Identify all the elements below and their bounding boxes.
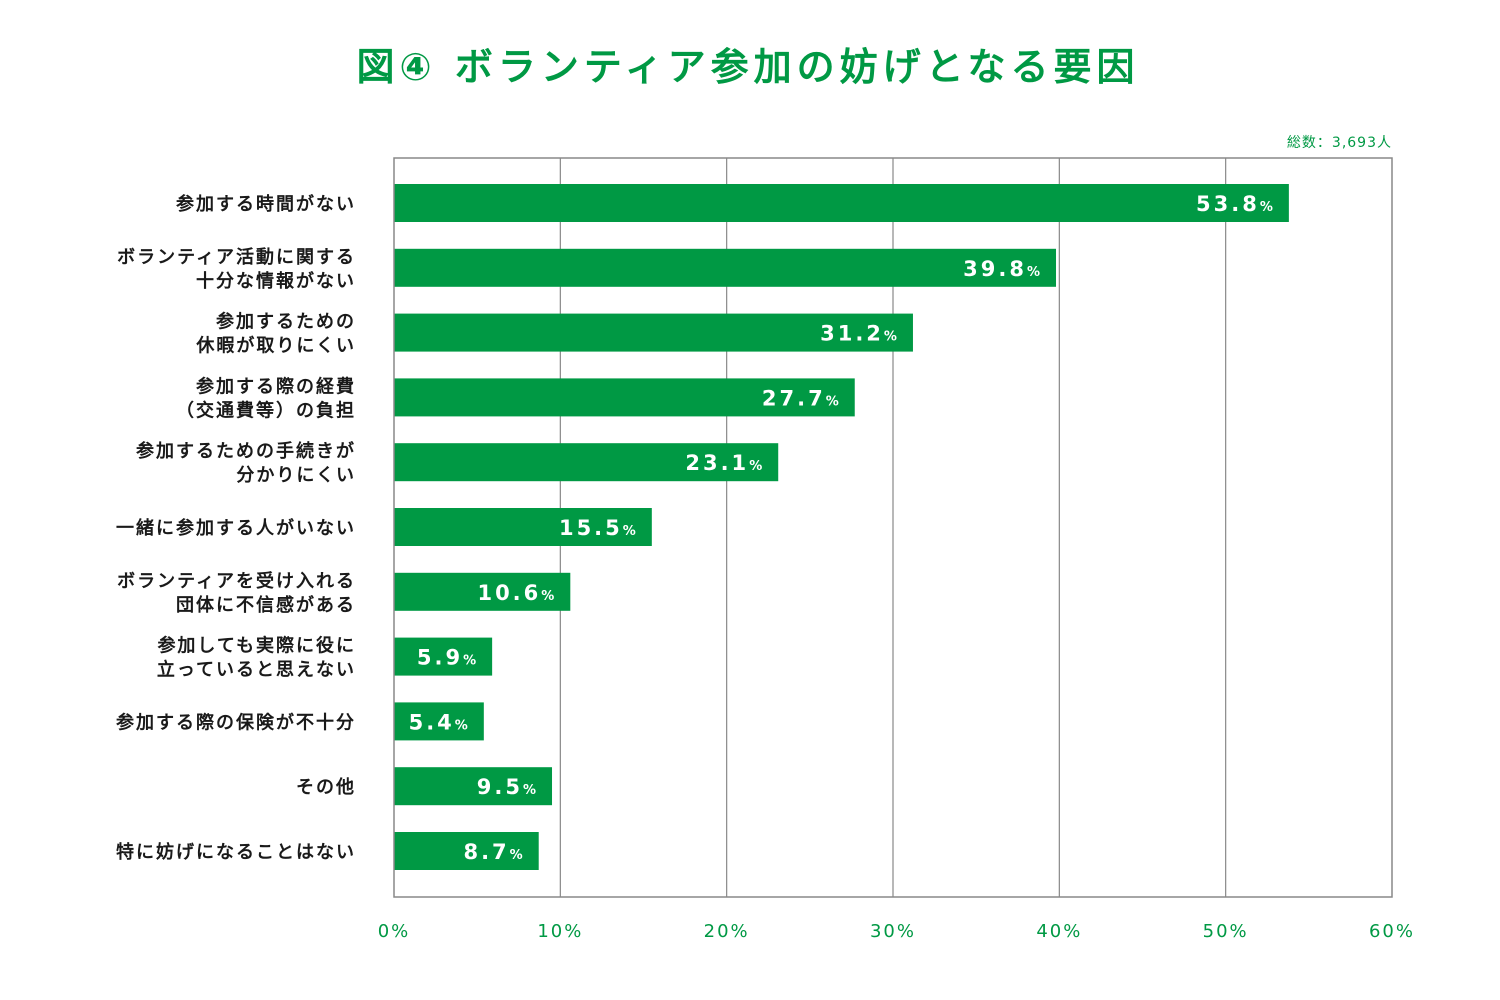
category-label: 参加する際の保険が不十分 [116,711,356,733]
category-labels: 参加する時間がないボランティア活動に関する十分な情報がない参加するための休暇が取… [116,193,356,863]
x-axis-ticks: 0% 10% 20% 30% 40% 50% 60% [378,921,1415,942]
bar-value-label: 10.6% [477,581,554,605]
bar [394,572,571,611]
bar [394,702,484,741]
category-label: 分かりにくい [236,465,356,486]
bar-value-label: 27.7% [762,386,839,410]
bar [394,443,779,482]
category-label: 参加する際の経費 [196,375,356,397]
x-tick-label: 60% [1369,921,1415,942]
bar-value-label: 8.7% [463,840,522,864]
bar [394,832,539,870]
bar-value-label: 23.1% [685,451,762,475]
category-label: ボランティア活動に関する [117,246,356,268]
total-respondents: 総数：3,693人 [1287,135,1392,151]
bar [394,508,652,546]
chart-title: 図④ ボランティア参加の妨げとなる要因 [357,45,1140,89]
category-label: 参加する時間がない [176,193,356,215]
category-label: 参加しても実際に役に [157,635,356,657]
category-label: 団体に不信感がある [176,594,356,616]
plot-frame [393,157,1393,898]
x-tick-label: 20% [704,921,750,942]
x-tick-label: 50% [1203,921,1249,942]
category-label: 特に妨げになることはない [116,841,356,863]
bar [394,378,855,417]
bar [394,184,1289,222]
x-tick-label: 30% [870,921,916,942]
category-label: 一緒に参加する人がいない [116,517,356,539]
bar [394,637,493,676]
x-tick-label: 40% [1036,921,1082,942]
bar-value-label: 9.5% [477,775,536,799]
x-tick-label: 10% [537,921,583,942]
bar [394,313,913,352]
category-label: その他 [296,776,356,798]
bar [394,248,1057,287]
bar-value-label: 15.5% [559,516,636,540]
category-label: 参加するための手続きが [136,440,356,462]
category-label: 立っていると思えない [157,659,356,681]
category-label: ボランティアを受け入れる [117,570,356,592]
bar-value-label: 39.8% [963,257,1040,281]
category-label: 休暇が取りにくい [195,335,356,357]
category-label: 十分な情報がない [196,270,356,292]
bar-value-label: 31.2% [820,322,897,346]
bar-value-label: 5.4% [409,710,468,734]
bar-value-label: 53.8% [1196,192,1273,216]
bar-value-label: 5.9% [417,646,476,670]
category-label: 参加するための [216,311,356,333]
bars: 53.8% 39.8% 31.2% 27.7% 23.1% 15.5% 10.6% 5.9% 5… [394,184,1289,870]
bar [394,767,553,806]
category-label: （交通費等）の負担 [176,399,356,421]
x-tick-label: 0% [378,921,411,942]
